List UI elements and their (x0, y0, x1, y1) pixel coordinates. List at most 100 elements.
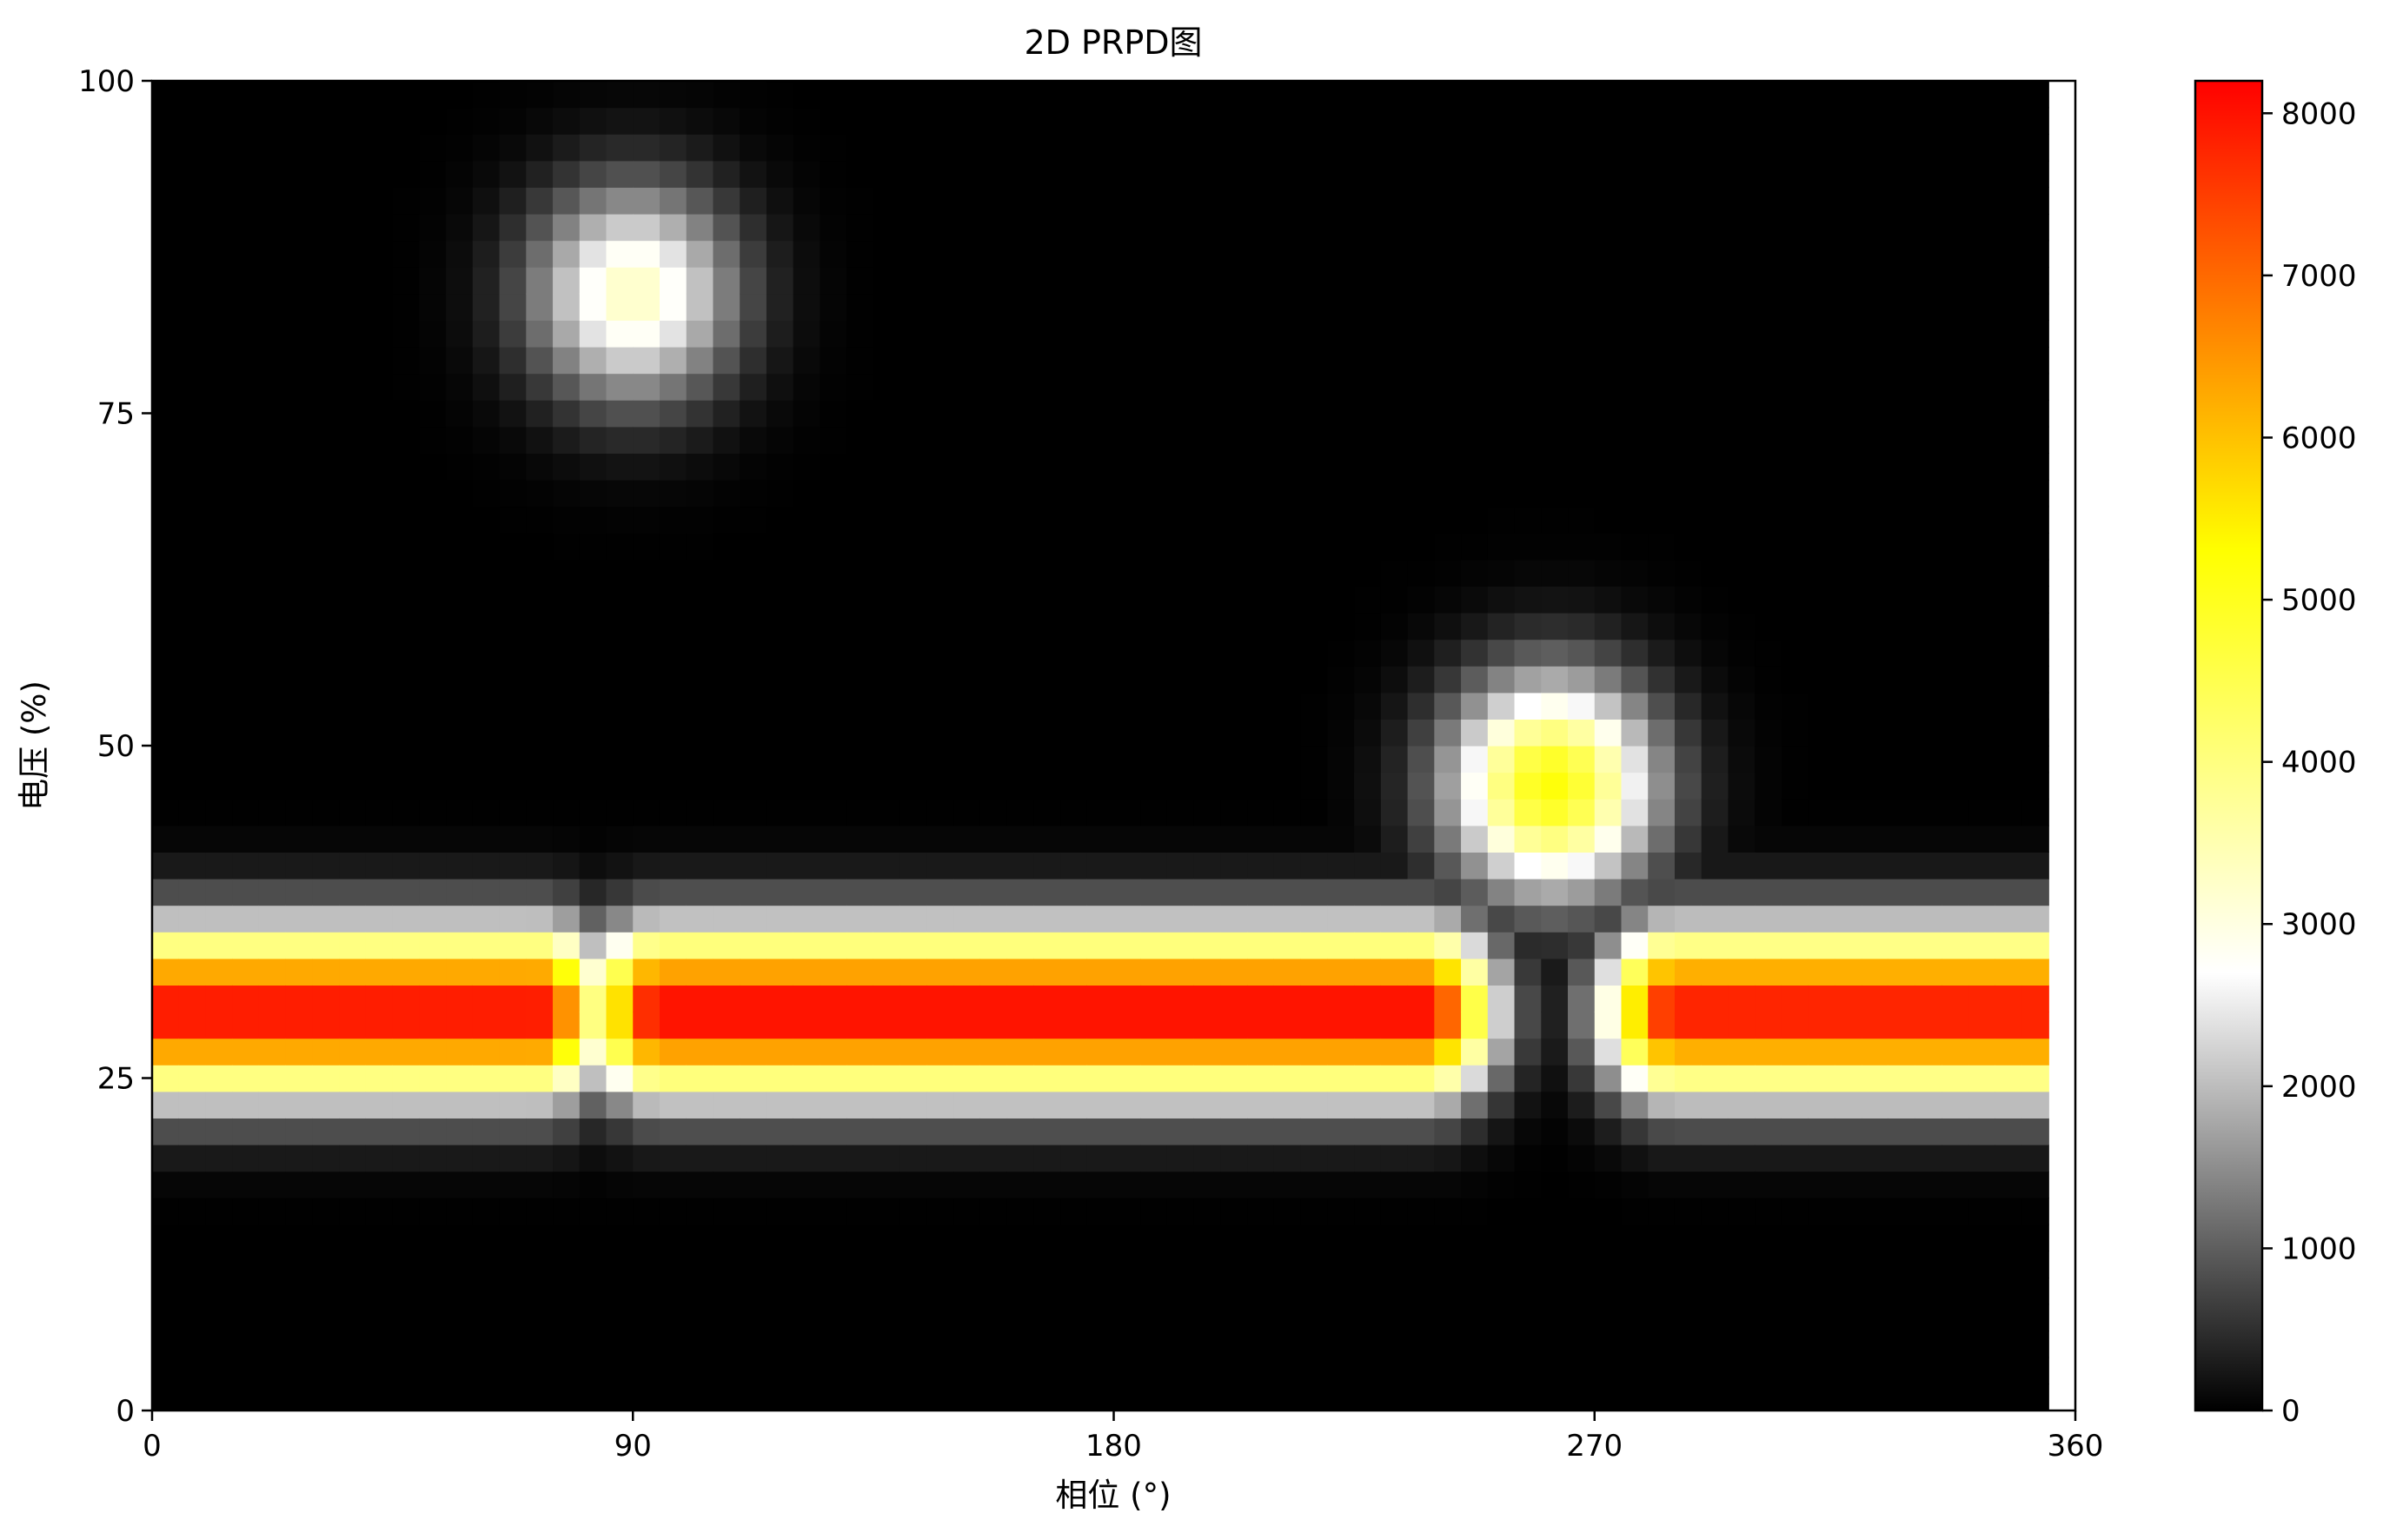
heatmap-cell (606, 985, 634, 1012)
heatmap-cell (873, 1091, 901, 1118)
heatmap-cell (1327, 719, 1355, 747)
heatmap-cell (1354, 480, 1382, 508)
heatmap-cell (2021, 852, 2049, 880)
heatmap-cell (1701, 1384, 1729, 1411)
heatmap-cell (178, 586, 207, 614)
heatmap-cell (392, 1038, 420, 1065)
heatmap-cell (1568, 1251, 1596, 1278)
heatmap-cell (659, 160, 687, 188)
heatmap-cell (1915, 932, 1942, 959)
heatmap-cell (1568, 905, 1596, 933)
heatmap-cell (258, 480, 287, 508)
heatmap-cell (339, 506, 367, 534)
heatmap-cell (1407, 879, 1435, 906)
heatmap-cell (1300, 1224, 1328, 1251)
heatmap-cell (258, 1198, 287, 1225)
heatmap-cell (1033, 506, 1061, 534)
heatmap-cell (1808, 426, 1835, 454)
heatmap-cell (1407, 1304, 1435, 1331)
heatmap-cell (1888, 879, 1916, 906)
heatmap-cell (1327, 958, 1355, 986)
heatmap-cell (1835, 107, 1862, 135)
heatmap-cell (953, 985, 981, 1012)
heatmap-cell (339, 559, 367, 587)
heatmap-cell (820, 1145, 847, 1172)
heatmap-cell (285, 852, 314, 880)
heatmap-cell (152, 1118, 180, 1145)
heatmap-cell (553, 480, 581, 508)
heatmap-cell (365, 187, 394, 215)
heatmap-cell (152, 1357, 180, 1384)
heatmap-cell (392, 81, 420, 109)
heatmap-cell (1781, 586, 1809, 614)
heatmap-cell (1327, 160, 1355, 188)
heatmap-cell (766, 1145, 794, 1172)
heatmap-cell (1648, 400, 1676, 428)
heatmap-cell (1648, 692, 1676, 720)
heatmap-cell (1060, 1065, 1088, 1092)
heatmap-cell (1140, 1065, 1168, 1092)
heatmap-cell (1541, 958, 1569, 986)
heatmap-cell (472, 719, 501, 747)
heatmap-cell (846, 639, 874, 667)
heatmap-cell (1247, 400, 1275, 428)
heatmap-cell (1193, 1065, 1222, 1092)
heatmap-cell (1808, 852, 1835, 880)
heatmap-cell (926, 240, 954, 268)
heatmap-cell (1140, 1224, 1168, 1251)
heatmap-cell (1140, 1384, 1168, 1411)
heatmap-cell (1995, 293, 2023, 321)
heatmap-cell (339, 1038, 367, 1065)
heatmap-cell (205, 719, 233, 747)
heatmap-cell (1487, 852, 1516, 880)
heatmap-cell (766, 1038, 794, 1065)
heatmap-cell (1006, 293, 1034, 321)
heatmap-cell (1915, 746, 1942, 773)
heatmap-cell (659, 267, 687, 295)
heatmap-cell (1674, 799, 1703, 826)
heatmap-cell (633, 1091, 660, 1118)
heatmap-cell (1300, 506, 1328, 534)
heatmap-cell (1568, 533, 1596, 561)
heatmap-cell (1461, 879, 1489, 906)
heatmap-cell (1968, 1384, 1996, 1411)
heatmap-cell (392, 692, 420, 720)
heatmap-cell (1808, 1065, 1835, 1092)
heatmap-cell (2021, 958, 2049, 986)
heatmap-cell (1728, 1304, 1756, 1331)
heatmap-cell (1060, 1331, 1088, 1358)
heatmap-cell (1701, 267, 1729, 295)
heatmap-cell (926, 1145, 954, 1172)
heatmap-cell (713, 426, 740, 454)
heatmap-cell (419, 825, 447, 853)
heatmap-cell (285, 533, 314, 561)
heatmap-cell (205, 559, 233, 587)
heatmap-cell (1220, 293, 1248, 321)
heatmap-cell (659, 586, 687, 614)
heatmap-cell (499, 905, 527, 933)
heatmap-cell (606, 772, 634, 800)
heatmap-cell (2021, 1145, 2049, 1172)
heatmap-cell (1006, 1012, 1034, 1039)
heatmap-cell (1247, 1198, 1275, 1225)
heatmap-cell (232, 586, 260, 614)
heatmap-cell (526, 347, 554, 375)
heatmap-cell (1621, 453, 1649, 481)
heatmap-cell (1621, 400, 1649, 428)
heatmap-cell (740, 1357, 767, 1384)
heatmap-cell (178, 240, 207, 268)
heatmap-cell (846, 932, 874, 959)
heatmap-cell (1407, 1224, 1435, 1251)
heatmap-cell (766, 400, 794, 428)
heatmap-cell (2021, 1038, 2049, 1065)
heatmap-cell (766, 267, 794, 295)
heatmap-cell (1648, 1198, 1676, 1225)
heatmap-cell (526, 533, 554, 561)
heatmap-cell (740, 160, 767, 188)
heatmap-cell (1808, 347, 1835, 375)
heatmap-cell (1193, 533, 1222, 561)
heatmap-cell (1060, 905, 1088, 933)
heatmap-cell (392, 772, 420, 800)
heatmap-cell (926, 639, 954, 667)
heatmap-cell (499, 852, 527, 880)
